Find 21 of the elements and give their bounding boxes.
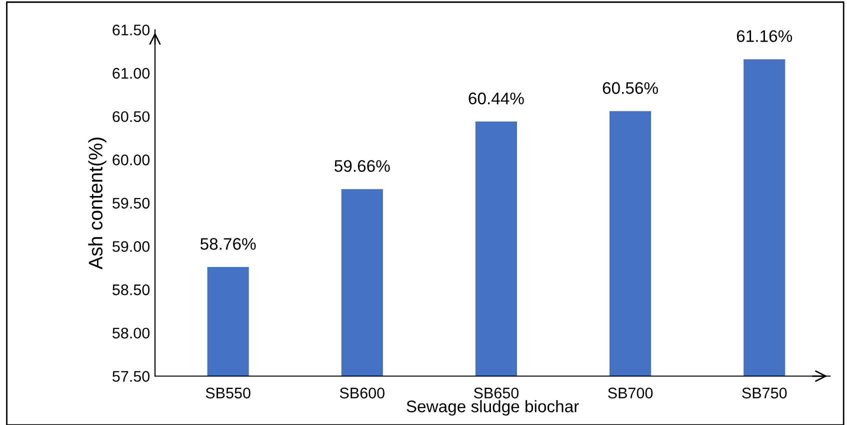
y-tick-label: 61.00	[112, 68, 150, 79]
y-tick-label: 57.50	[112, 370, 150, 382]
x-tick-label: SB650	[474, 388, 519, 398]
data-label: 61.16%	[736, 30, 792, 42]
y-tick-label: 59.50	[112, 198, 150, 209]
x-tick-label: SB700	[608, 388, 653, 398]
data-label: 59.66%	[334, 160, 390, 172]
y-tick-label: 61.50	[112, 24, 150, 36]
x-axis-title: Sewage sludge biochar	[406, 400, 579, 416]
y-tick-label: 59.00	[112, 241, 150, 252]
x-tick-label: SB750	[742, 388, 787, 398]
y-tick-label: 58.00	[112, 328, 150, 339]
data-label: 60.44%	[468, 92, 524, 104]
y-tick-label: 60.50	[112, 111, 150, 122]
data-label: 60.56%	[602, 82, 658, 94]
y-tick-label: 58.50	[112, 284, 150, 296]
y-axis-title: Ash content(%)	[88, 138, 106, 270]
y-tick-label: 60.00	[112, 154, 150, 166]
data-label: 58.76%	[200, 238, 256, 250]
x-tick-label: SB600	[340, 388, 384, 398]
x-tick-label: SB550	[206, 388, 250, 398]
